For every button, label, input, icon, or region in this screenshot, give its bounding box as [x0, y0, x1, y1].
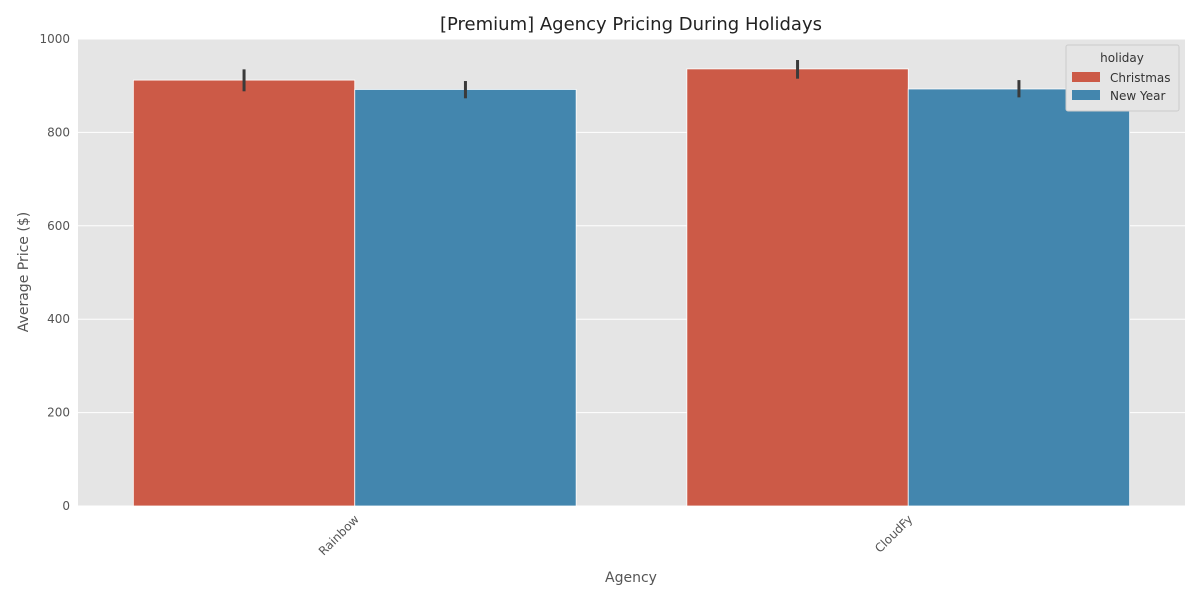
y-axis-ticks: 0 200 400 600 800 1000: [39, 32, 70, 513]
y-tick-label-4: 800: [47, 125, 70, 139]
bars: [132, 68, 1131, 507]
x-tick-label-cloudfy: CloudFy: [872, 512, 915, 555]
x-tick-label-rainbow: Rainbow: [316, 512, 362, 558]
legend-swatch-new-year: [1072, 90, 1100, 100]
y-axis-label: Average Price ($): [16, 212, 32, 332]
legend-title: holiday: [1100, 51, 1144, 65]
y-tick-label-0: 0: [62, 499, 70, 513]
x-axis-label: Agency: [605, 570, 657, 586]
legend-swatch-christmas: [1072, 72, 1100, 82]
bar-rainbow-new-year: [354, 89, 577, 507]
chart-title: [Premium] Agency Pricing During Holidays: [440, 14, 822, 35]
bar-cloudfy-christmas: [686, 68, 909, 507]
x-axis-ticks: Rainbow CloudFy: [316, 512, 916, 558]
bar-rainbow-christmas: [132, 79, 356, 507]
y-tick-label-3: 600: [47, 219, 70, 233]
error-bars: [242, 60, 1021, 99]
y-tick-label-1: 200: [47, 406, 70, 420]
legend: holiday Christmas New Year: [1065, 44, 1180, 112]
legend-items: Christmas New Year: [1072, 71, 1171, 103]
y-tick-label-2: 400: [47, 312, 70, 326]
legend-label-christmas: Christmas: [1110, 71, 1171, 85]
bar-cloudfy-new-year: [907, 88, 1131, 507]
legend-label-new-year: New Year: [1110, 89, 1165, 103]
y-tick-label-5: 1000: [39, 32, 70, 46]
